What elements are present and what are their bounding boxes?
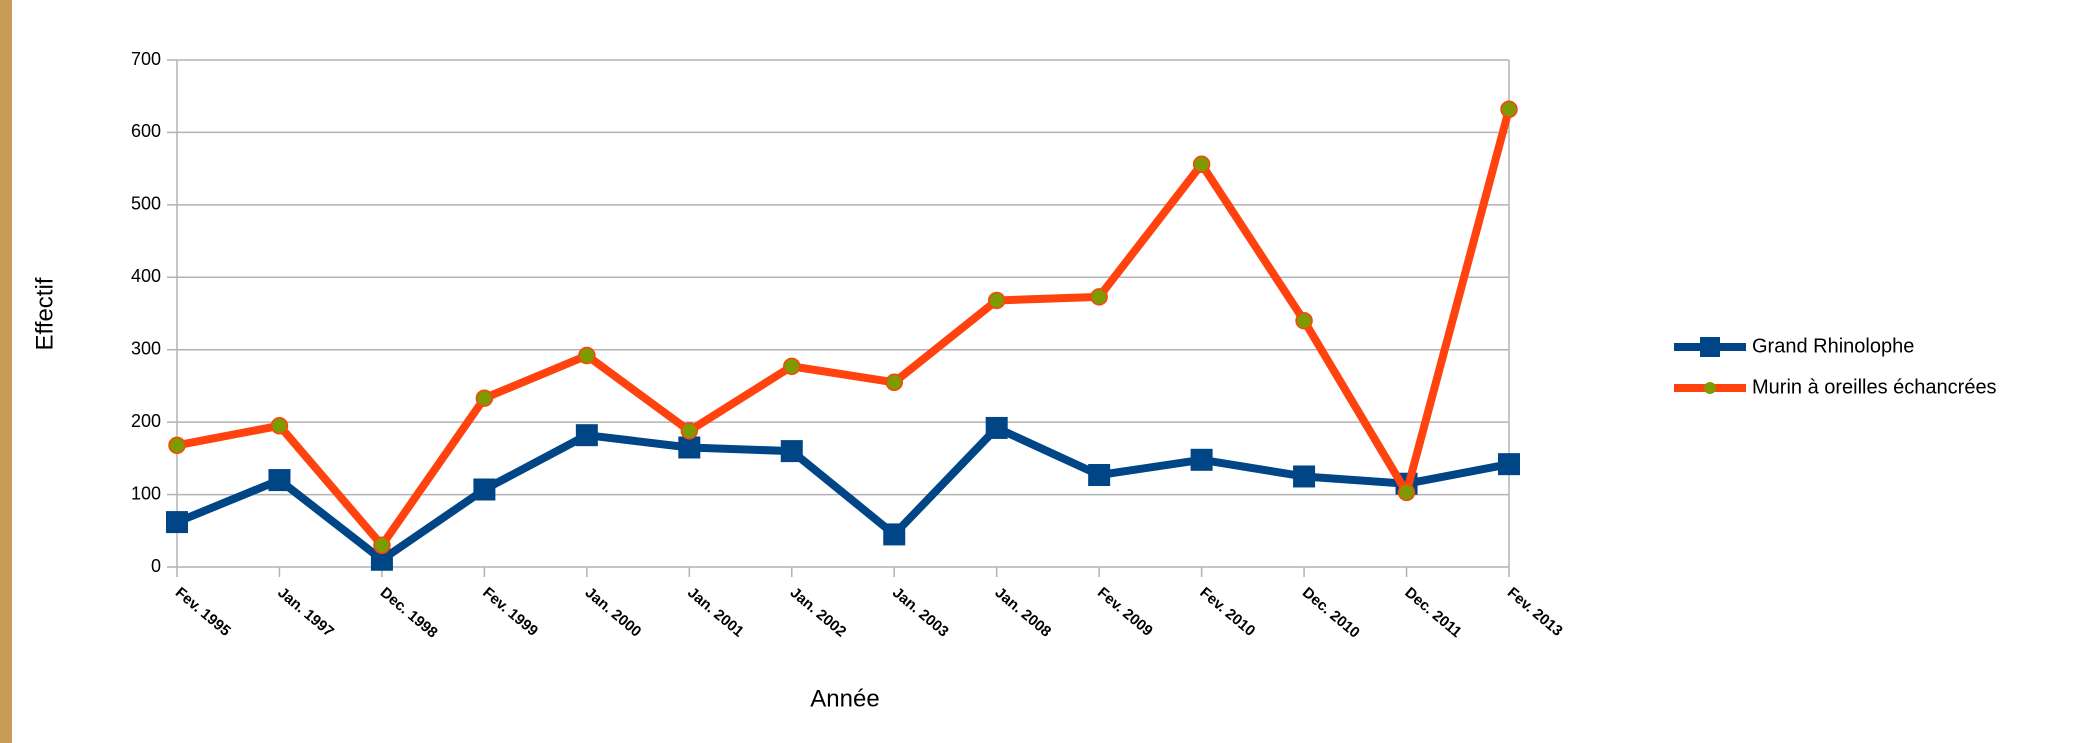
data-point — [268, 469, 290, 491]
data-point — [678, 436, 700, 458]
legend-label: Murin à oreilles échancrées — [1752, 376, 1997, 398]
page: Année Effectif 0100200300400500600700Fev… — [0, 0, 2092, 743]
data-point — [1088, 464, 1110, 486]
legend-marker — [1700, 337, 1720, 357]
data-point — [1498, 453, 1520, 475]
left-texture — [0, 0, 12, 743]
data-point — [681, 423, 697, 439]
y-tick-label: 700 — [131, 49, 161, 69]
legend-label: Grand Rhinolophe — [1752, 335, 1914, 357]
data-point — [374, 537, 390, 553]
y-tick-label: 600 — [131, 121, 161, 141]
y-tick-label: 400 — [131, 266, 161, 286]
y-tick-label: 100 — [131, 483, 161, 503]
chart: Année Effectif 0100200300400500600700Fev… — [0, 0, 2092, 743]
data-point — [986, 417, 1008, 439]
data-point — [1191, 449, 1213, 471]
data-point — [579, 348, 595, 364]
data-point — [169, 437, 185, 453]
data-point — [1091, 289, 1107, 305]
data-point — [989, 292, 1005, 308]
data-point — [1194, 156, 1210, 172]
data-point — [576, 424, 598, 446]
data-point — [784, 358, 800, 374]
data-point — [1293, 465, 1315, 487]
data-point — [1501, 101, 1517, 117]
x-axis-title: Année — [810, 685, 879, 712]
y-tick-label: 500 — [131, 194, 161, 214]
data-point — [473, 479, 495, 501]
data-point — [1399, 484, 1415, 500]
y-tick-label: 300 — [131, 338, 161, 358]
y-axis-title: Effectif — [31, 277, 58, 350]
data-point — [886, 374, 902, 390]
data-point — [271, 418, 287, 434]
data-point — [476, 390, 492, 406]
y-tick-label: 0 — [151, 556, 161, 576]
data-point — [883, 523, 905, 545]
legend-marker — [1704, 382, 1716, 394]
data-point — [781, 440, 803, 462]
data-point — [166, 511, 188, 533]
y-tick-label: 200 — [131, 411, 161, 431]
data-point — [1296, 313, 1312, 329]
